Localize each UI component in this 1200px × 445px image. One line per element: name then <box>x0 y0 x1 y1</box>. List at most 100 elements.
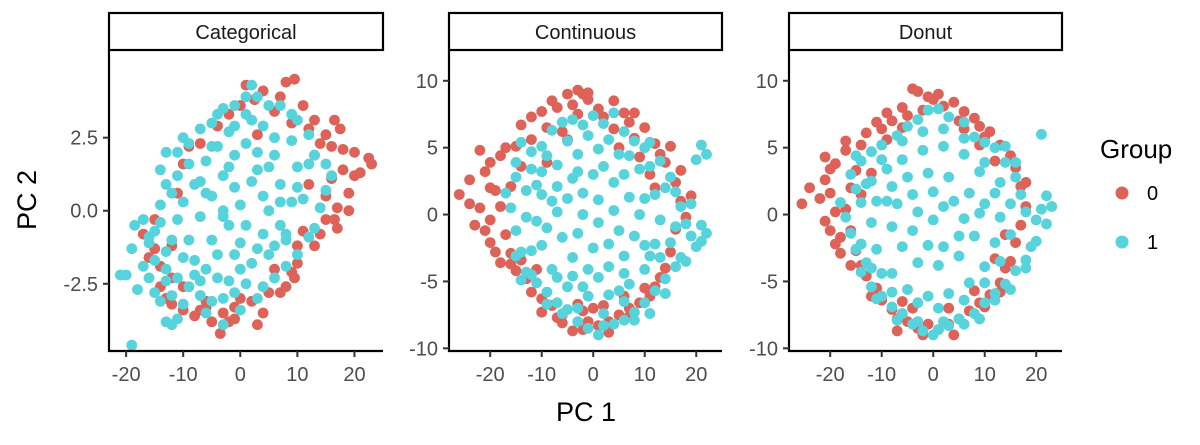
point-group-1 <box>292 181 303 193</box>
point-group-0 <box>840 135 852 147</box>
point-group-1 <box>598 320 609 331</box>
point-group-0 <box>659 262 671 274</box>
point-group-1 <box>629 306 640 318</box>
point-group-0 <box>206 316 218 328</box>
point-group-1 <box>200 307 212 319</box>
point-group-1 <box>155 217 166 228</box>
point-group-1 <box>172 313 183 325</box>
point-group-0 <box>582 87 594 99</box>
point-group-0 <box>665 246 676 258</box>
point-group-0 <box>349 146 360 158</box>
point-group-1 <box>866 217 877 229</box>
point-group-1 <box>629 314 640 326</box>
point-group-1 <box>292 161 303 173</box>
point-group-1 <box>855 266 867 278</box>
point-group-1 <box>303 231 315 243</box>
point-group-0 <box>860 127 872 139</box>
point-group-1 <box>958 213 970 225</box>
point-group-0 <box>567 99 578 111</box>
point-group-0 <box>257 307 269 319</box>
point-group-1 <box>229 120 241 132</box>
y-tick-label: 5 <box>427 138 438 160</box>
point-group-1 <box>567 114 578 125</box>
point-group-0 <box>835 247 846 259</box>
point-group-1 <box>217 170 229 182</box>
point-group-0 <box>303 179 315 190</box>
point-group-1 <box>608 318 620 330</box>
point-group-1 <box>149 255 161 266</box>
point-group-1 <box>860 178 872 190</box>
point-group-1 <box>994 211 1006 223</box>
point-group-1 <box>269 240 280 252</box>
point-group-1 <box>155 199 166 211</box>
point-group-0 <box>644 169 656 180</box>
point-group-0 <box>639 282 651 294</box>
point-group-0 <box>835 231 846 243</box>
point-group-1 <box>922 167 934 179</box>
point-group-1 <box>172 272 183 284</box>
point-group-1 <box>200 263 212 275</box>
point-group-0 <box>469 219 481 231</box>
point-group-1 <box>515 274 527 286</box>
point-group-1 <box>286 196 298 208</box>
point-group-0 <box>326 141 337 152</box>
point-group-1 <box>263 249 275 260</box>
point-group-1 <box>531 179 542 191</box>
point-group-1 <box>274 179 286 190</box>
point-group-1 <box>593 217 604 229</box>
point-group-1 <box>263 205 275 217</box>
point-group-1 <box>240 219 252 231</box>
point-group-1 <box>613 285 625 297</box>
point-group-0 <box>474 144 486 156</box>
point-group-0 <box>958 106 970 117</box>
point-group-1 <box>618 314 630 326</box>
point-group-1 <box>644 250 656 262</box>
point-group-1 <box>212 249 223 260</box>
point-group-1 <box>639 193 651 204</box>
point-group-1 <box>629 135 640 147</box>
point-group-1 <box>881 163 893 175</box>
point-group-1 <box>1046 201 1058 212</box>
x-tick-label: 20 <box>685 364 707 386</box>
point-group-1 <box>979 198 991 210</box>
point-group-1 <box>505 202 517 214</box>
point-group-1 <box>850 150 862 162</box>
facet-strip-label: Continuous <box>535 22 636 44</box>
point-group-1 <box>206 295 218 307</box>
point-group-1 <box>556 231 568 243</box>
point-group-0 <box>274 287 286 298</box>
point-group-1 <box>120 269 132 281</box>
y-tick-label: 0 <box>767 205 778 227</box>
point-group-1 <box>577 187 589 199</box>
point-group-1 <box>240 138 252 149</box>
point-group-1 <box>177 196 189 208</box>
point-group-1 <box>639 264 651 275</box>
point-group-0 <box>320 129 332 141</box>
point-group-1 <box>922 239 934 251</box>
x-tick-label: 20 <box>1025 364 1047 386</box>
point-group-1 <box>896 154 908 166</box>
point-group-1 <box>551 206 563 218</box>
point-group-1 <box>166 290 178 301</box>
point-group-1 <box>912 316 924 327</box>
point-group-1 <box>886 221 898 233</box>
point-group-1 <box>943 111 955 123</box>
point-group-1 <box>603 238 615 250</box>
point-group-1 <box>587 110 599 121</box>
y-tick-label: 5 <box>767 138 778 160</box>
point-group-0 <box>479 166 491 178</box>
point-group-1 <box>866 146 877 158</box>
point-group-1 <box>137 214 149 225</box>
point-group-0 <box>484 157 496 168</box>
point-group-1 <box>531 277 542 289</box>
point-group-0 <box>274 91 286 103</box>
point-group-1 <box>845 227 857 239</box>
point-group-1 <box>541 298 553 310</box>
point-group-1 <box>938 201 949 212</box>
point-group-1 <box>166 234 178 246</box>
point-group-1 <box>644 136 656 148</box>
panel-3: Donut -20 -10 0 10 20 -10 -5 0 5 10 <box>749 11 1064 386</box>
point-group-1 <box>979 157 991 168</box>
point-group-1 <box>974 313 985 325</box>
point-group-0 <box>214 328 226 339</box>
